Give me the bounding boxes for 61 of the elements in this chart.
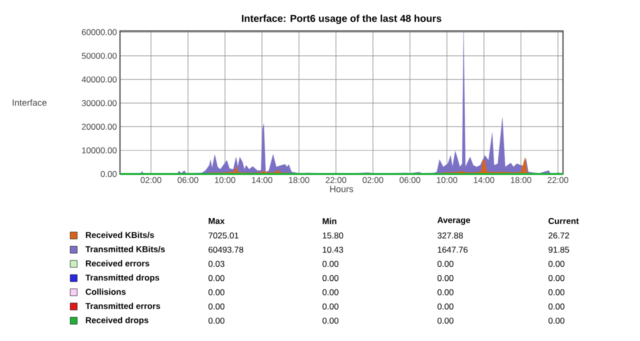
x-tick-label: 14:00 [474,177,494,184]
x-tick-label: 18:00 [288,177,310,184]
x-tick-label: 02:00 [362,177,384,184]
text: 0.00 [322,275,338,282]
text: 0.00 [322,304,338,310]
y-tick-label: 50000.00 [82,52,117,59]
legend-label: Collisions [86,288,126,295]
legend-label: Transmitted KBits/s [85,246,165,252]
text: 0.00 [548,275,564,282]
text: 0.00 [208,318,224,324]
text: 60493.78 [208,246,244,253]
y-tick-label: 0.00 [100,171,117,178]
text: 10.43 [322,246,344,253]
x-tick-label: 06:00 [178,177,198,184]
text: 0.00 [548,260,564,267]
y-tick-label: 60000.00 [82,29,117,36]
x-tick-label: 22:00 [326,177,346,184]
text: Average [437,217,470,225]
text: 0.00 [438,304,454,310]
x-tick-label: 06:00 [400,177,420,184]
text: 0.00 [438,260,454,267]
text: 1647.76 [438,246,468,253]
x-tick-label: 22:00 [548,177,568,184]
chart-title: Interface: Port6 usage of the last 48 hours [242,14,442,24]
y-tick-label: 40000.00 [82,76,117,82]
text: Current [548,218,579,224]
x-tick-label: 18:00 [510,177,532,184]
text: 0.00 [208,275,224,282]
x-tick-label: 14:00 [252,177,272,184]
x-tick-label: 10:00 [214,177,236,184]
text: 0.00 [548,304,564,310]
legend-label: Transmitted drops [85,274,160,282]
text: 15.80 [322,232,344,239]
text: Min [322,218,336,224]
y-axis-title: Interface [12,99,47,106]
legend-label: Received KBits/s [86,232,154,238]
y-tick-label: 10000.00 [82,147,117,154]
text: 0.00 [322,289,338,296]
text: 0.00 [322,260,338,267]
text: Max [208,218,225,224]
text: 0.00 [322,318,338,324]
text: 0.00 [438,289,454,296]
y-tick-label: 30000.00 [82,100,117,106]
text: 0.00 [208,289,224,296]
x-tick-label: 10:00 [436,177,458,184]
text: 91.85 [548,246,570,253]
text: 0.00 [548,289,564,296]
y-tick-label: 20000.00 [82,124,117,130]
text: 327.88 [438,232,463,239]
text: 0.00 [208,304,224,310]
text: 0.00 [438,275,454,282]
text: 0.03 [208,260,224,267]
text: 7025.01 [208,232,238,239]
legend-label: Received drops [86,316,148,325]
text: 0.00 [438,318,454,324]
x-tick-label: 02:00 [140,177,162,184]
text: 26.72 [548,232,570,239]
legend-label: Received errors [86,260,150,266]
x-axis-title: Hours [330,186,354,192]
legend-label: Transmitted errors [85,302,160,310]
text: 0.00 [548,318,564,324]
